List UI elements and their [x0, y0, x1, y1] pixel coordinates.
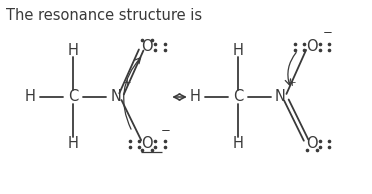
Text: H: H — [190, 89, 201, 105]
Text: H: H — [232, 136, 243, 151]
Text: C: C — [68, 89, 78, 105]
Text: The resonance structure is: The resonance structure is — [6, 8, 202, 23]
Text: C: C — [233, 89, 243, 105]
Text: H: H — [232, 43, 243, 58]
Text: N: N — [275, 89, 286, 105]
Text: −: − — [323, 26, 332, 39]
Text: +: + — [288, 78, 296, 88]
Text: O: O — [141, 136, 153, 151]
Text: N: N — [110, 89, 121, 105]
Text: +: + — [123, 78, 131, 88]
Text: H: H — [25, 89, 36, 105]
Text: H: H — [68, 43, 78, 58]
Text: H: H — [68, 136, 78, 151]
Text: O: O — [306, 39, 318, 55]
Text: O: O — [306, 136, 318, 151]
Text: O: O — [141, 39, 153, 55]
Text: −: − — [161, 124, 171, 137]
